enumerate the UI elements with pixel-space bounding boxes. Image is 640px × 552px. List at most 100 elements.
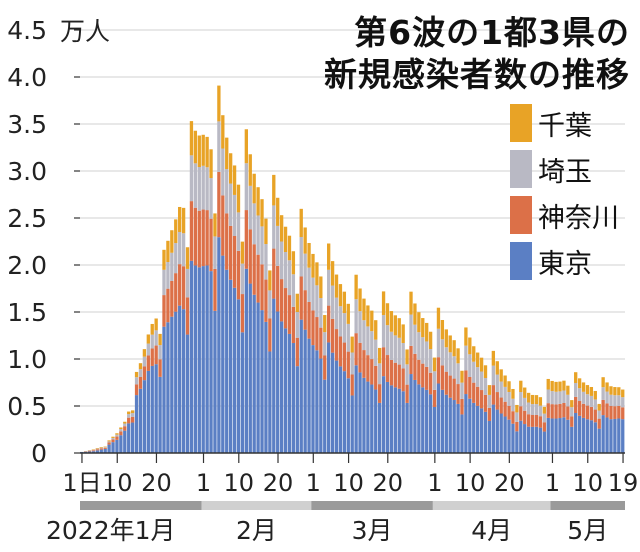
bar-segment [287,333,292,453]
bar-segment [409,314,413,346]
bar-segment [448,375,452,398]
bar-segment [425,389,429,453]
bar-segment [354,365,358,453]
bar-segment [366,381,370,453]
bar-segment [354,274,358,300]
bar-segment [185,268,190,298]
bar-segment [307,242,311,268]
bar-segment [495,361,499,375]
bar-segment [256,302,260,453]
bar-segment [385,381,390,453]
bar-segment [338,366,343,453]
bar-segment [577,378,582,389]
bar-segment [217,85,221,122]
bar-segment [248,229,252,284]
bar-segment [460,398,464,415]
bar-segment [295,366,299,453]
bar-segment [228,279,233,453]
bar-segment [503,386,507,402]
bar-segment [515,431,519,453]
bar-segment [374,365,378,390]
bar-segment [268,351,272,453]
bar-segment [409,374,413,453]
bar-segment [209,178,213,219]
bar-segment [621,419,625,453]
bar-segment [264,218,268,245]
bar-segment [401,368,405,392]
x-tick-label: 20 [494,469,525,497]
bar-segment [452,400,456,453]
bar-segment [272,205,276,249]
bar-segment [526,414,531,427]
legend-label-kanagawa: 神奈川 [538,202,619,234]
bar-segment [146,334,150,344]
bar-segment [362,320,366,351]
bar-segment [205,210,209,266]
bar-segment [178,305,182,453]
bar-segment [562,417,566,453]
bar-segment [550,380,554,392]
bar-segment [472,346,476,362]
bar-segment [597,410,601,419]
bar-segment [574,372,578,383]
bar-segment [127,423,131,453]
bar-segment [283,226,288,253]
bar-segment [546,417,550,453]
bar-segment [252,173,256,204]
bar-segment [240,294,245,333]
bar-segment [319,358,323,453]
bar-segment [460,414,464,453]
bar-segment [150,365,154,453]
bar-segment [621,389,625,398]
bar-segment [479,408,484,453]
bar-segment [279,241,284,280]
bar-segment [425,322,429,342]
bar-segment [205,265,209,453]
bar-segment [150,334,154,349]
bar-segment [585,405,590,420]
bar-segment [538,416,543,428]
y-tick-label: 3.0 [7,157,47,186]
bar-segment [444,371,448,395]
legend-item-tokyo: 東京 [510,238,619,284]
bar-segment [444,347,448,372]
bar-segment [205,136,209,168]
bar-segment [346,351,350,379]
bar-segment [530,426,535,453]
bar-segment [91,451,96,453]
bar-segment [409,291,413,315]
bar-segment [295,312,299,338]
bar-segment [495,409,499,453]
bar-segment [323,355,327,380]
bar-segment [601,387,605,400]
bar-segment [248,154,252,186]
bar-segment [346,323,350,352]
bar-segment [593,390,597,400]
bar-segment [507,419,511,453]
bar-segment [491,365,496,386]
bar-segment [436,383,441,453]
bar-segment [299,237,303,277]
y-tick-label: 3.5 [7,110,47,139]
bar-segment [119,431,123,436]
bar-segment [130,416,135,423]
bar-segment [413,379,417,453]
bar-segment [264,279,268,322]
bar-segment [279,279,284,322]
bar-segment [307,301,311,339]
bar-segment [491,350,496,366]
bar-segment [95,448,100,450]
bar-segment [585,394,590,406]
bar-segment [232,194,237,237]
bar-segment [260,264,264,311]
bar-segment [268,290,272,319]
bar-segment [444,329,448,348]
bar-segment [225,269,229,453]
bar-segment [605,417,609,453]
bar-segment [515,421,519,432]
bar-segment [334,274,339,298]
bar-segment [452,356,456,379]
bar-segment [519,420,523,453]
bar-segment [362,377,366,453]
stacked-bars [80,85,625,453]
